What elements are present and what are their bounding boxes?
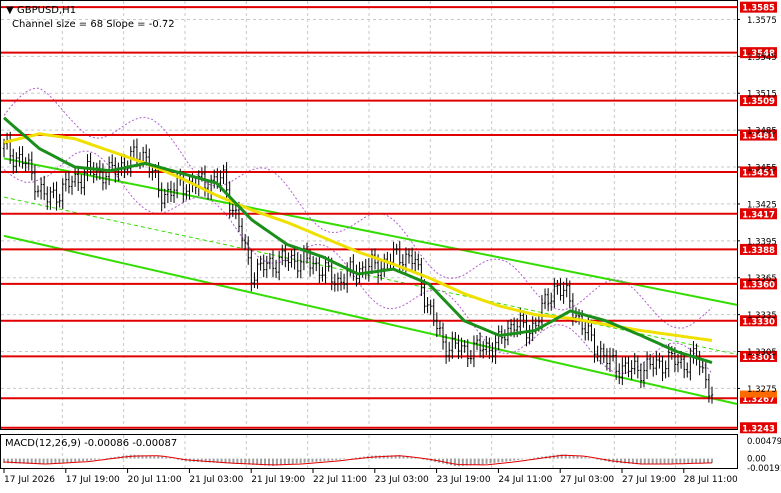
level-label-bg	[740, 129, 777, 141]
x-tick-label: 27 Jul 19:00	[622, 475, 676, 485]
envelope-lower	[3, 150, 713, 375]
x-tick-label: 21 Jul 03:00	[189, 475, 243, 485]
x-tick-label: 17 Jul 2026	[4, 475, 55, 485]
level-label: 1.3417	[742, 210, 775, 220]
ma-slow-line	[3, 132, 713, 342]
y-tick-label: 1.3335	[747, 311, 777, 321]
x-tick-label: 20 Jul 11:00	[128, 475, 182, 485]
level-label-bg	[740, 95, 777, 107]
level-label: 1.3301	[742, 353, 775, 363]
level-label: 1.3548	[742, 49, 775, 59]
price-axis: 1.3575 1.3545 1.3515 1.3485 1.3455 1.3425 1.33…	[737, 16, 777, 395]
level-label-bg	[740, 350, 777, 362]
collapse-arrow-icon[interactable]: ▼	[6, 5, 14, 16]
x-tick-label: 28 Jul 11:00	[684, 475, 738, 485]
macd-tick-label: -0.00191	[747, 464, 781, 474]
level-label: 1.3481	[742, 132, 775, 142]
y-tick-label: 1.3395	[747, 237, 777, 247]
level-label: 1.3243	[742, 424, 775, 434]
envelope-upper	[3, 87, 713, 329]
x-tick-label: 23 Jul 03:00	[375, 475, 429, 485]
macd-panel	[0, 434, 738, 469]
level-label-bg	[740, 166, 777, 178]
macd-tick-label: 0.00479	[747, 437, 781, 447]
time-axis: 17 Jul 2026 17 Jul 19:00 20 Jul 11:00 21 Ju…	[3, 469, 738, 485]
channel-mid-line	[3, 196, 738, 355]
y-tick-label: 1.3485	[747, 127, 777, 137]
x-tick-label: 17 Jul 19:00	[66, 475, 120, 485]
level-label-bg	[740, 315, 777, 327]
macd-tick-label: 0.00	[747, 455, 766, 465]
level-label-bg	[740, 243, 777, 255]
y-tick-label: 1.3455	[747, 164, 777, 174]
y-tick-label: 1.3425	[747, 200, 777, 210]
channel-upper-line	[3, 157, 738, 306]
level-label-bg	[740, 1, 777, 13]
x-tick-label: 24 Jul 11:00	[498, 475, 552, 485]
moving-averages	[3, 116, 713, 365]
level-label-bg	[740, 278, 777, 290]
macd-signal-line	[3, 454, 713, 466]
y-tick-label: 1.3515	[747, 90, 777, 100]
x-tick-label: 23 Jul 19:00	[437, 475, 491, 485]
symbol-title: GBPUSD,H1	[17, 5, 76, 16]
x-tick-label: 27 Jul 03:00	[560, 475, 614, 485]
y-tick-label: 1.3365	[747, 274, 777, 284]
x-tick-label: 21 Jul 19:00	[251, 475, 305, 485]
y-tick-label: 1.3275	[747, 385, 777, 395]
level-label-bg	[740, 47, 777, 59]
y-tick-label: 1.3305	[747, 348, 777, 358]
y-tick-label: 1.3575	[747, 16, 777, 26]
level-label-bg	[740, 208, 777, 220]
y-tick-label: 1.3545	[747, 53, 777, 63]
level-label: 1.3330	[742, 317, 775, 327]
macd-axis: 0.00479 0.00-0.00191	[747, 437, 781, 474]
current-price-marker	[740, 390, 777, 398]
channel-info: Channel size = 68 Slope = -0.72	[12, 19, 175, 30]
level-label: 1.3509	[742, 97, 775, 107]
level-label-bg	[740, 392, 777, 404]
price-levels: 1.3585 1.3548 1.3509 1.3481 1.3451 1.3417 1.33…	[1, 1, 777, 434]
ma-fast-line	[3, 116, 713, 365]
chart-header: ▼ GBPUSD,H1 Channel size = 68 Slope = -0…	[6, 5, 175, 30]
macd-title: MACD(12,26,9) -0.00086 -0.00087	[5, 438, 177, 449]
level-label-bg	[740, 422, 777, 434]
macd-signal	[3, 454, 713, 466]
level-label: 1.3267	[742, 395, 775, 405]
envelope-bands	[3, 87, 713, 375]
level-label: 1.3360	[742, 280, 775, 290]
main-panel	[0, 0, 738, 430]
level-label: 1.3451	[742, 168, 775, 178]
level-label: 1.3585	[742, 4, 775, 14]
level-label: 1.3388	[742, 246, 775, 256]
x-tick-label: 22 Jul 11:00	[313, 475, 367, 485]
